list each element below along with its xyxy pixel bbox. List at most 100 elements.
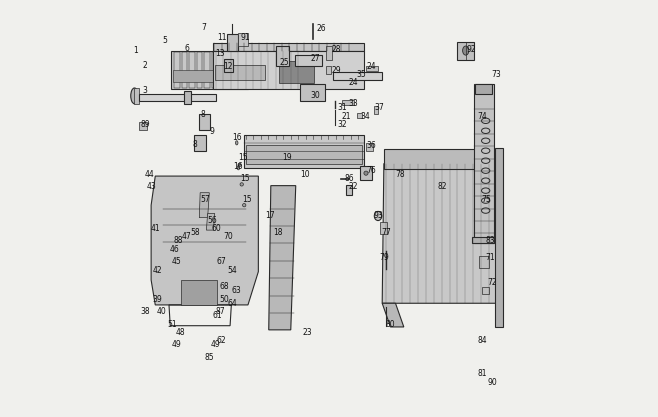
Text: 35: 35	[357, 70, 367, 79]
Bar	[474, 84, 494, 243]
Bar	[182, 52, 188, 88]
Text: 24: 24	[348, 78, 358, 88]
Bar	[173, 70, 244, 82]
Text: 87: 87	[215, 307, 225, 316]
Polygon shape	[151, 176, 259, 305]
Text: 18: 18	[274, 228, 283, 237]
Text: 32: 32	[338, 120, 347, 129]
Text: 36: 36	[367, 141, 376, 150]
Text: 49: 49	[171, 340, 181, 349]
Text: 61: 61	[213, 311, 222, 320]
Text: 72: 72	[487, 278, 497, 287]
Bar	[238, 33, 247, 45]
Text: 11: 11	[217, 33, 226, 42]
Bar	[374, 106, 378, 114]
Polygon shape	[224, 59, 234, 72]
Text: 24: 24	[367, 62, 376, 71]
Text: 23: 23	[303, 328, 312, 337]
Text: 44: 44	[145, 170, 155, 179]
Text: 89: 89	[141, 120, 150, 129]
Text: 83: 83	[486, 236, 495, 246]
Bar	[199, 114, 210, 131]
Bar	[215, 65, 265, 80]
Text: 37: 37	[375, 103, 384, 113]
Bar	[139, 122, 147, 131]
Bar	[134, 88, 139, 104]
Text: 1: 1	[134, 46, 138, 55]
Bar	[279, 61, 315, 83]
Bar	[194, 136, 205, 151]
Text: 60: 60	[211, 224, 221, 233]
Bar	[380, 222, 387, 234]
Text: 50: 50	[219, 294, 229, 304]
Text: 43: 43	[146, 182, 156, 191]
Text: 13: 13	[215, 49, 225, 58]
Bar	[480, 256, 489, 268]
Bar	[342, 100, 354, 106]
Bar	[234, 52, 240, 88]
Bar	[475, 84, 492, 94]
Bar	[366, 143, 373, 151]
Text: 79: 79	[379, 253, 389, 262]
Text: 2: 2	[143, 60, 147, 70]
Polygon shape	[199, 193, 209, 218]
Bar	[184, 91, 191, 104]
Text: 30: 30	[311, 91, 320, 100]
Ellipse shape	[240, 183, 243, 186]
Text: 26: 26	[316, 25, 326, 33]
Bar	[357, 113, 363, 118]
Bar	[219, 52, 224, 88]
Text: 7: 7	[201, 23, 206, 32]
Bar	[457, 42, 474, 60]
Bar	[174, 52, 180, 88]
Polygon shape	[227, 34, 238, 51]
Ellipse shape	[243, 203, 246, 207]
Text: 15: 15	[238, 153, 247, 162]
Text: 63: 63	[232, 286, 241, 295]
Text: 12: 12	[224, 62, 233, 71]
Text: 57: 57	[200, 195, 210, 204]
Text: 80: 80	[386, 319, 395, 329]
Text: 84: 84	[477, 336, 487, 345]
Bar	[333, 72, 382, 80]
Text: 16: 16	[234, 162, 243, 171]
Bar	[213, 43, 365, 51]
Text: 34: 34	[361, 112, 370, 121]
Bar	[205, 52, 210, 88]
Text: 73: 73	[492, 70, 501, 79]
Text: 22: 22	[348, 182, 358, 191]
Text: 41: 41	[151, 224, 160, 233]
Ellipse shape	[374, 211, 382, 221]
Bar	[139, 94, 216, 101]
Text: 62: 62	[217, 336, 226, 345]
Text: 8: 8	[201, 111, 205, 120]
Text: 47: 47	[182, 232, 191, 241]
Bar	[295, 55, 322, 66]
Bar	[472, 237, 494, 243]
Bar	[213, 51, 365, 89]
Text: 90: 90	[487, 378, 497, 387]
Ellipse shape	[463, 46, 469, 55]
Text: 15: 15	[242, 195, 252, 204]
Text: 68: 68	[220, 282, 229, 291]
Polygon shape	[382, 163, 499, 303]
Text: 85: 85	[205, 353, 214, 362]
Text: 76: 76	[367, 166, 376, 175]
Text: 25: 25	[279, 58, 289, 67]
Text: 21: 21	[342, 112, 351, 121]
Text: 5: 5	[163, 36, 167, 45]
Text: 46: 46	[170, 245, 179, 254]
Text: 9: 9	[209, 127, 215, 136]
Bar	[495, 148, 503, 327]
Text: 78: 78	[395, 170, 405, 179]
Text: 70: 70	[224, 232, 234, 241]
Text: 58: 58	[190, 228, 200, 237]
Text: 88: 88	[174, 236, 184, 246]
Text: 74: 74	[477, 112, 487, 121]
Polygon shape	[244, 135, 365, 168]
Bar	[360, 166, 372, 180]
Text: 33: 33	[348, 99, 358, 108]
Polygon shape	[171, 51, 248, 89]
Text: 10: 10	[300, 170, 310, 179]
Ellipse shape	[364, 171, 368, 175]
